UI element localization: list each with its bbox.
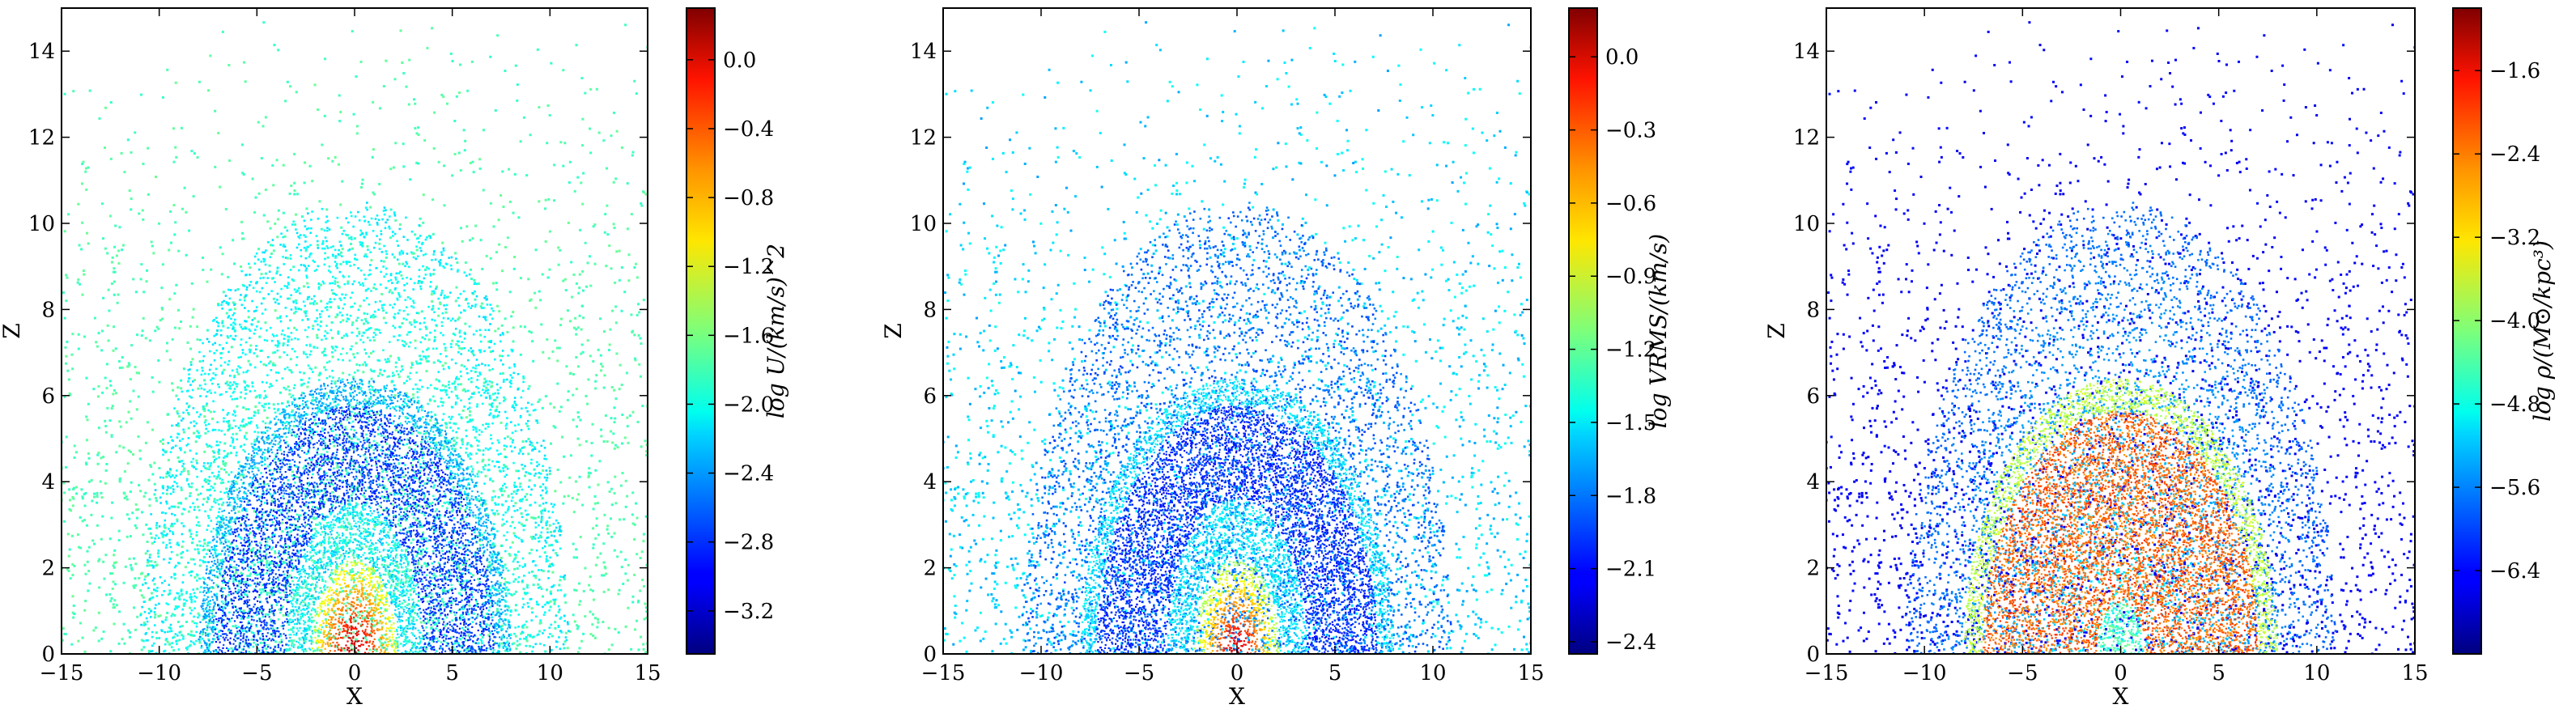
y-tick-label: 10 bbox=[28, 212, 55, 236]
colorbar-tick-label: −1.6 bbox=[723, 324, 774, 348]
y-tick-label: 4 bbox=[41, 470, 55, 494]
colorbar-tick-label: −1.8 bbox=[1605, 484, 1656, 508]
y-axis-label: Z bbox=[880, 323, 907, 338]
colorbar-tick-label: −4.8 bbox=[2489, 393, 2540, 417]
x-tick-label: −10 bbox=[1902, 661, 1947, 685]
particle-field bbox=[1826, 21, 2415, 654]
x-tick-label: −10 bbox=[1019, 661, 1064, 685]
x-tick-label: 10 bbox=[2303, 661, 2330, 685]
colorbar-tick-label: −2.1 bbox=[1605, 558, 1656, 582]
x-axis-label: X bbox=[1229, 683, 1245, 710]
x-axis-label: X bbox=[2113, 683, 2129, 710]
x-tick-label: −5 bbox=[2007, 661, 2038, 685]
x-tick-label: 10 bbox=[1419, 661, 1446, 685]
x-tick-label: 10 bbox=[537, 661, 563, 685]
y-tick-label: 10 bbox=[910, 212, 937, 236]
x-tick-label: −10 bbox=[137, 661, 181, 685]
x-tick-label: −5 bbox=[241, 661, 272, 685]
y-tick-label: 14 bbox=[910, 40, 937, 64]
x-tick-label: 0 bbox=[1231, 661, 1244, 685]
colorbar-tick-label: −5.6 bbox=[2489, 476, 2540, 500]
colorbar-tick-label: −2.4 bbox=[1605, 630, 1656, 655]
x-tick-label: 15 bbox=[634, 661, 661, 685]
y-tick-label: 12 bbox=[1793, 126, 1820, 151]
y-tick-label: 14 bbox=[1793, 40, 1820, 64]
y-tick-label: 0 bbox=[41, 643, 55, 667]
x-tick-label: 15 bbox=[1517, 661, 1544, 685]
y-tick-label: 10 bbox=[1793, 212, 1820, 236]
x-tick-label: 5 bbox=[1328, 661, 1342, 685]
x-tick-label: −15 bbox=[921, 661, 966, 685]
colorbar: −1.6 −2.4 −3.2 −4.0 −4.8 −5.6 −6.4 log ρ/(M⊙/kp… bbox=[2452, 7, 2556, 655]
x-tick-label: −5 bbox=[1124, 661, 1154, 685]
colorbar-tick-label: −1.2 bbox=[1605, 338, 1656, 363]
panel-u: −15 −10 −5 0 5 10 15 0 2 4 6 8 10 12 14 X Z 0.0 −0.4 −0.8 −1… bbox=[0, 7, 789, 710]
panel-vrms: −15 −10 −5 0 5 10 15 0 2 4 6 8 10 12 14 X Z 0.0 −0.3 −0.6 −0… bbox=[880, 7, 1672, 710]
y-axis-label: Z bbox=[0, 323, 25, 338]
y-tick-label: 2 bbox=[41, 557, 55, 581]
colorbar-tick-label: −2.0 bbox=[723, 393, 774, 417]
colorbar-tick-label: −0.3 bbox=[1605, 119, 1656, 143]
colorbar-tick-label: −1.6 bbox=[2489, 59, 2540, 83]
y-tick-label: 2 bbox=[923, 557, 937, 581]
colorbar-tick-label: 0.0 bbox=[723, 49, 756, 73]
y-tick-label: 8 bbox=[1806, 298, 1820, 322]
y-tick-label: 8 bbox=[923, 298, 937, 322]
x-tick-label: 5 bbox=[445, 661, 459, 685]
y-tick-label: 0 bbox=[923, 643, 937, 667]
colorbar-tick-label: −4.0 bbox=[2489, 309, 2540, 333]
y-tick-label: 6 bbox=[923, 384, 937, 409]
colorbar-tick-label: −3.2 bbox=[723, 600, 774, 624]
colorbar-label: log ρ/(M⊙/kpc³) bbox=[2529, 240, 2556, 422]
colorbar-label: log U/(km/s)^2 bbox=[763, 244, 789, 418]
colorbar-tick-label: −2.4 bbox=[723, 462, 774, 486]
colorbar: 0.0 −0.3 −0.6 −0.9 −1.2 −1.5 −1.8 −2.1 −2.4 log V… bbox=[1568, 7, 1672, 655]
colorbar-tick-label: −1.2 bbox=[723, 255, 774, 279]
colorbar-label: log VRMS/(km/s) bbox=[1645, 234, 1672, 428]
colorbar-tick-label: −2.8 bbox=[723, 531, 774, 555]
x-tick-label: 15 bbox=[2401, 661, 2428, 685]
colorbar-tick-label: −0.4 bbox=[723, 117, 774, 142]
y-tick-label: 4 bbox=[1806, 470, 1820, 494]
colorbar-tick-label: −1.5 bbox=[1605, 411, 1656, 435]
y-tick-label: 8 bbox=[41, 298, 55, 322]
colorbar-tick-label: −0.6 bbox=[1605, 192, 1656, 216]
x-tick-label: −15 bbox=[1804, 661, 1849, 685]
y-tick-label: 0 bbox=[1806, 643, 1820, 667]
y-tick-label: 12 bbox=[910, 126, 937, 151]
particle-field bbox=[62, 21, 648, 654]
y-tick-label: 6 bbox=[41, 384, 55, 409]
colorbar-tick-label: 0.0 bbox=[1605, 45, 1639, 70]
panel-rho: −15 −10 −5 0 5 10 1502468101214XZ−1.6−2.4−3.2−… bbox=[1763, 7, 2556, 710]
y-tick-label: 2 bbox=[1806, 557, 1820, 581]
y-tick-label: 14 bbox=[28, 40, 55, 64]
x-tick-label: −15 bbox=[40, 661, 84, 685]
particle-field bbox=[943, 21, 1531, 654]
colorbar-tick-label: −0.9 bbox=[1605, 265, 1656, 289]
y-tick-label: 6 bbox=[1806, 384, 1820, 409]
colorbar-tick-label: −3.2 bbox=[2489, 226, 2540, 250]
y-tick-label: 4 bbox=[923, 470, 937, 494]
y-axis-label: Z bbox=[1763, 323, 1790, 338]
x-tick-label: 0 bbox=[348, 661, 362, 685]
x-tick-label: 0 bbox=[2114, 661, 2128, 685]
colorbar-tick-label: −6.4 bbox=[2489, 559, 2540, 584]
x-axis-label: X bbox=[346, 683, 363, 710]
y-tick-label: 12 bbox=[28, 126, 55, 151]
x-tick-label: 5 bbox=[2212, 661, 2225, 685]
colorbar-tick-label: −0.8 bbox=[723, 186, 774, 210]
colorbar: 0.0 −0.4 −0.8 −1.2 −1.6 −2.0 −2.4 −2.8 −3.2 log U… bbox=[686, 7, 789, 655]
colorbar-tick-label: −2.4 bbox=[2489, 142, 2540, 167]
